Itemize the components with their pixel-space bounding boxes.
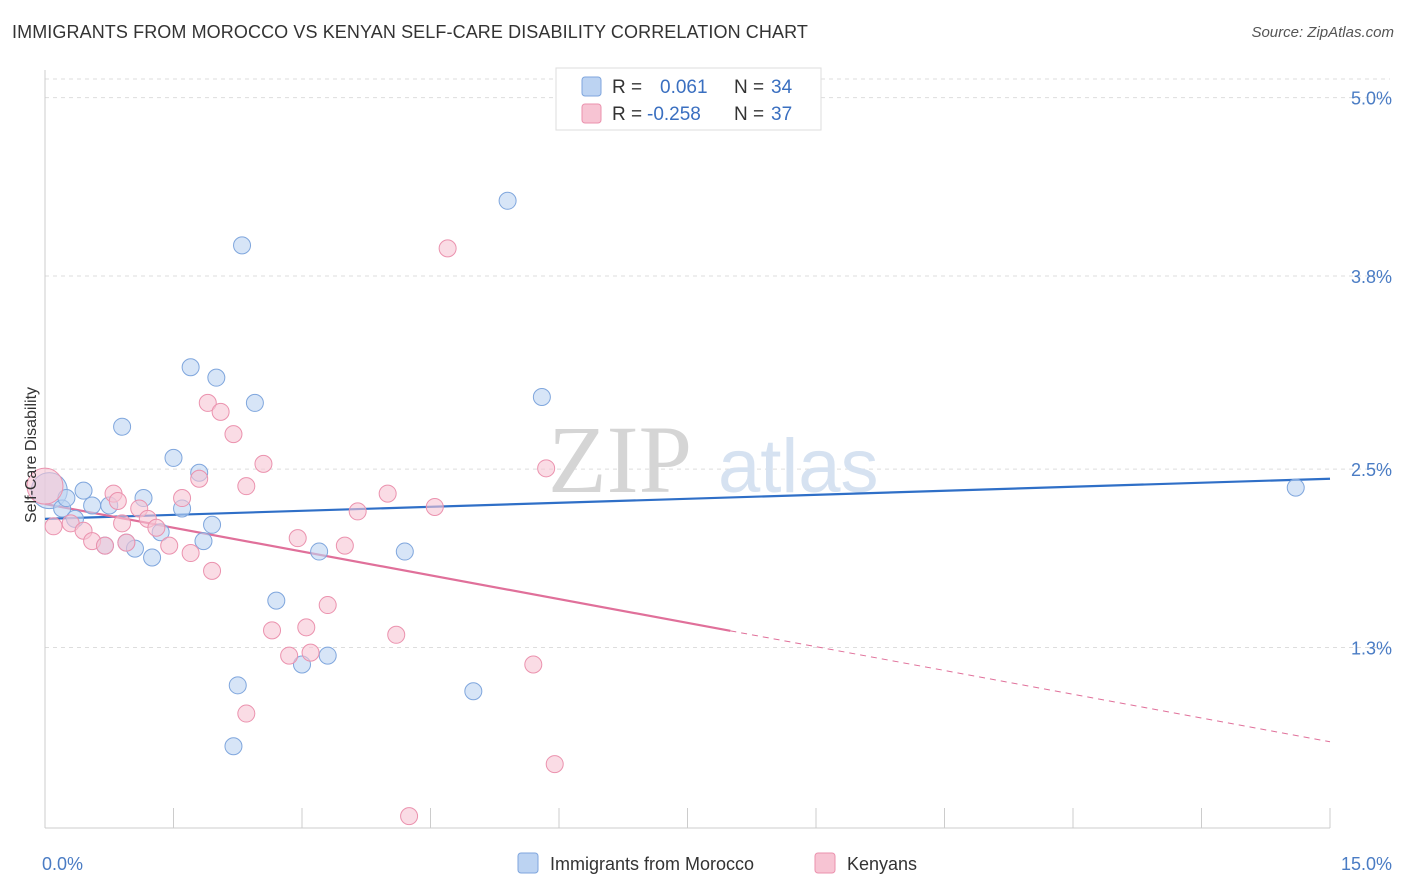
legend-r-label-pink: R = xyxy=(612,104,642,125)
point-pink-30 xyxy=(348,502,367,521)
point-pink-38 xyxy=(400,807,419,826)
legend-r-label-blue: R = xyxy=(612,77,642,98)
point-pink-13 xyxy=(160,536,179,555)
point-pink-12 xyxy=(147,518,166,537)
point-pink-36 xyxy=(537,459,556,478)
point-pink-28 xyxy=(318,596,337,615)
point-blue-28 xyxy=(318,646,337,665)
point-pink-21 xyxy=(237,477,256,496)
legend-n-label-pink: N = xyxy=(734,104,764,125)
point-pink-22 xyxy=(254,454,273,473)
point-pink-7 xyxy=(108,492,127,511)
legend-swatch-pink xyxy=(581,103,602,124)
point-pink-35 xyxy=(524,655,543,674)
point-blue-12 xyxy=(143,548,162,567)
point-pink-20 xyxy=(224,425,243,444)
point-pink-26 xyxy=(297,618,316,637)
point-blue-24 xyxy=(224,737,243,756)
point-pink-31 xyxy=(378,484,397,503)
y-axis-label: Self-Care Disability xyxy=(23,387,40,523)
point-blue-27 xyxy=(310,542,329,561)
series-legend-swatch-morocco xyxy=(517,852,539,874)
point-blue-30 xyxy=(464,682,483,701)
axes xyxy=(44,70,1331,829)
point-pink-29 xyxy=(335,536,354,555)
point-pink-34 xyxy=(438,239,457,258)
watermark-zip: ZIP xyxy=(548,406,692,513)
point-pink-8 xyxy=(113,514,132,533)
point-pink-37 xyxy=(545,755,564,774)
point-pink-23 xyxy=(263,621,282,640)
point-blue-32 xyxy=(532,387,551,406)
legend-n-value-pink: 37 xyxy=(771,104,792,125)
point-pink-17 xyxy=(203,561,222,580)
point-pink-0 xyxy=(26,467,64,505)
y-tick-label-0: 5.0% xyxy=(1351,89,1392,109)
point-blue-29 xyxy=(395,542,414,561)
point-blue-14 xyxy=(164,448,183,467)
point-pink-27 xyxy=(301,643,320,662)
point-blue-8 xyxy=(113,417,132,436)
x-tick-label-0: 0.0% xyxy=(42,854,83,874)
point-pink-15 xyxy=(181,544,200,563)
trend-line-dashed-pink xyxy=(730,630,1331,743)
legend-swatch-blue xyxy=(581,76,602,97)
point-blue-4 xyxy=(74,481,93,500)
point-blue-20 xyxy=(207,368,226,387)
series-legend: Immigrants from Morocco Kenyans xyxy=(517,852,917,874)
point-blue-21 xyxy=(228,676,247,695)
series-legend-label-morocco: Immigrants from Morocco xyxy=(550,854,754,874)
chart-title: IMMIGRANTS FROM MOROCCO VS KENYAN SELF-C… xyxy=(12,22,808,42)
point-pink-14 xyxy=(173,489,192,508)
series-legend-label-kenyans: Kenyans xyxy=(847,854,917,874)
trend-lines xyxy=(44,477,1331,743)
point-pink-5 xyxy=(95,536,114,555)
series-legend-swatch-kenyans xyxy=(814,852,836,874)
gridlines xyxy=(45,78,1390,649)
y-tick-label-3: 1.3% xyxy=(1351,639,1392,659)
y-tick-label-1: 3.8% xyxy=(1351,267,1392,287)
legend-n-value-blue: 34 xyxy=(771,77,793,98)
point-pink-1 xyxy=(44,517,63,536)
data-points xyxy=(26,191,1305,826)
point-blue-33 xyxy=(1286,478,1305,497)
point-pink-9 xyxy=(117,533,136,552)
point-pink-18 xyxy=(198,393,217,412)
x-tick-label-1: 15.0% xyxy=(1341,854,1392,874)
point-blue-19 xyxy=(203,515,222,534)
point-blue-18 xyxy=(194,532,213,551)
legend-n-label-blue: N = xyxy=(734,77,764,98)
point-pink-16 xyxy=(190,469,209,488)
point-pink-39 xyxy=(237,704,256,723)
point-blue-31 xyxy=(498,191,517,210)
point-pink-25 xyxy=(288,529,307,548)
point-blue-23 xyxy=(245,393,264,412)
point-blue-22 xyxy=(233,236,252,255)
point-pink-32 xyxy=(387,625,406,644)
legend-r-value-blue: 0.061 xyxy=(660,77,708,98)
chart-source: Source: ZipAtlas.com xyxy=(1251,24,1394,41)
stats-legend: R = 0.061 N = 34 R = -0.258 N = 37 xyxy=(555,67,822,131)
point-pink-19 xyxy=(211,402,230,421)
point-blue-16 xyxy=(181,358,200,377)
point-pink-24 xyxy=(280,646,299,665)
point-pink-33 xyxy=(425,497,444,516)
point-blue-25 xyxy=(267,591,286,610)
tick-labels: 5.0% 3.8% 2.5% 1.3% 0.0% 15.0% xyxy=(42,89,1392,874)
y-tick-label-2: 2.5% xyxy=(1351,460,1392,480)
legend-r-value-pink: -0.258 xyxy=(647,104,701,125)
point-blue-5 xyxy=(83,496,102,515)
trend-line-blue xyxy=(44,477,1331,520)
